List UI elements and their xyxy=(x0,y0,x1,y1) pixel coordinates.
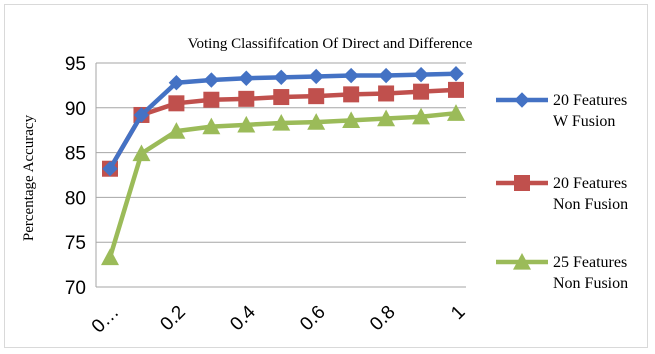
y-tick-labels: 70 75 80 85 90 95 xyxy=(65,54,86,299)
data-point xyxy=(203,91,220,108)
y-tick-label: 80 xyxy=(65,188,86,209)
data-point xyxy=(202,117,221,135)
data-point xyxy=(168,75,185,91)
data-point xyxy=(102,161,118,177)
data-point xyxy=(448,66,464,82)
legend: 20 Features W Fusion 20 Features Non Fusion… xyxy=(496,92,628,292)
x-tick-labels: 0… 0.2 0.4 0.6 0.8 1 xyxy=(88,301,470,337)
y-tick-label: 70 xyxy=(65,278,86,299)
data-point xyxy=(132,144,151,162)
x-tick-label: 0… xyxy=(88,302,124,338)
data-point xyxy=(413,66,429,83)
data-point xyxy=(238,70,255,86)
series-group xyxy=(101,66,465,266)
series-square xyxy=(102,81,464,177)
legend-marker xyxy=(513,253,531,270)
series-diamond xyxy=(102,66,464,177)
legend-label: 20 Features xyxy=(553,92,627,109)
data-point xyxy=(167,122,186,139)
x-tick-label: 0.8 xyxy=(366,302,400,336)
legend-entry: 20 Features W Fusion xyxy=(496,92,627,130)
legend-label: 20 Features xyxy=(553,175,627,192)
data-point xyxy=(378,67,394,84)
legend-entry: 25 Features Non Fusion xyxy=(496,253,628,292)
y-axis-label: Percentage Accuracy xyxy=(21,114,37,241)
data-point xyxy=(413,83,430,100)
legend-label: Non Fusion xyxy=(553,196,628,213)
data-point xyxy=(273,89,290,106)
data-point xyxy=(308,88,325,105)
series-triangle xyxy=(101,104,465,266)
data-point xyxy=(308,68,324,85)
data-point xyxy=(203,72,220,88)
data-point xyxy=(272,114,291,131)
data-point xyxy=(412,107,431,125)
data-point xyxy=(343,67,359,84)
data-point xyxy=(343,86,360,103)
data-point xyxy=(447,104,465,121)
x-tick-label: 0.2 xyxy=(156,302,190,336)
y-tick-label: 75 xyxy=(65,233,86,254)
data-point xyxy=(377,109,396,127)
data-point xyxy=(168,95,185,112)
data-point xyxy=(101,248,119,266)
data-point xyxy=(378,85,395,102)
x-tick-label: 0.6 xyxy=(296,302,330,336)
legend-marker xyxy=(514,92,530,108)
data-point xyxy=(342,111,361,128)
data-point xyxy=(237,115,256,133)
data-point xyxy=(238,90,255,107)
x-tick-label: 1 xyxy=(447,302,469,324)
x-tick-label: 0.4 xyxy=(226,301,260,335)
y-tick-label: 85 xyxy=(65,144,86,165)
series-line xyxy=(107,110,457,259)
legend-marker xyxy=(514,175,530,191)
y-tick-label: 90 xyxy=(65,99,86,120)
legend-label: 25 Features xyxy=(553,254,627,271)
legend-entry: 20 Features Non Fusion xyxy=(496,175,628,213)
data-point xyxy=(448,81,464,98)
data-point xyxy=(273,69,289,86)
legend-label: W Fusion xyxy=(553,113,615,130)
y-tick-label: 95 xyxy=(65,54,86,75)
data-point xyxy=(133,107,150,123)
data-point xyxy=(307,113,326,130)
chart-title: Voting Classififcation Of Direct and Dif… xyxy=(188,36,473,52)
legend-label: Non Fusion xyxy=(553,275,628,292)
